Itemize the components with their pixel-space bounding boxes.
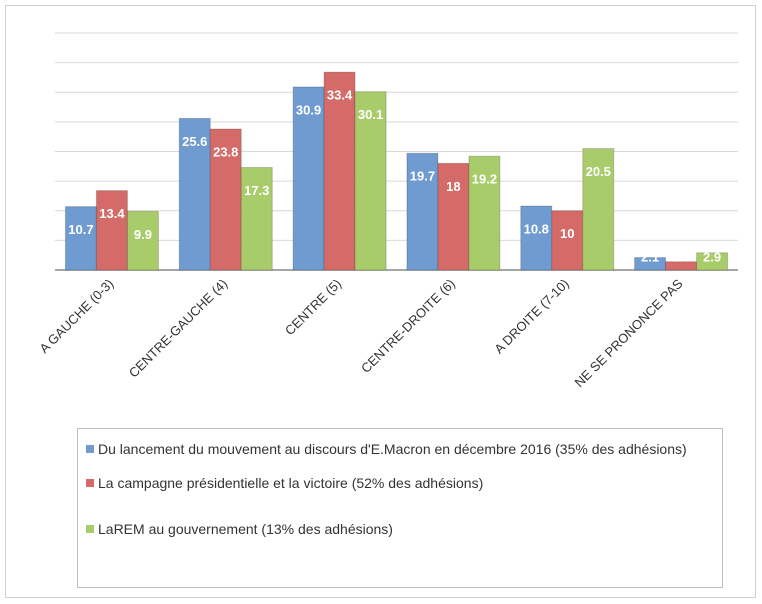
x-tick-label: CENTRE-GAUCHE (4) bbox=[126, 276, 231, 381]
legend-label: LaREM au gouvernement (13% des adhésions… bbox=[98, 521, 393, 537]
bar bbox=[551, 210, 584, 271]
bar bbox=[520, 205, 553, 271]
data-label: 1.4 bbox=[672, 249, 691, 264]
x-tick-label: CENTRE (5) bbox=[282, 276, 344, 338]
bar bbox=[354, 91, 387, 271]
bar bbox=[240, 166, 273, 271]
data-label: 10.8 bbox=[524, 221, 549, 236]
bar bbox=[468, 155, 501, 271]
legend-swatch bbox=[86, 479, 94, 487]
bar bbox=[582, 148, 615, 271]
data-label: 30.9 bbox=[296, 102, 321, 117]
bar bbox=[64, 206, 97, 271]
legend-item: La campagne présidentielle et la victoir… bbox=[86, 473, 714, 493]
data-label: 10.7 bbox=[68, 222, 93, 237]
data-label: 20.5 bbox=[586, 164, 611, 179]
data-label: 2.9 bbox=[703, 249, 721, 264]
data-label: 30.1 bbox=[358, 107, 383, 122]
data-label: 23.8 bbox=[213, 144, 238, 159]
legend: Du lancement du mouvement au discours d'… bbox=[77, 428, 723, 588]
bar bbox=[323, 71, 356, 271]
data-label: 18 bbox=[446, 179, 460, 194]
data-label: 13.4 bbox=[99, 206, 125, 221]
x-tick-label: CENTRE-DROITE (6) bbox=[358, 276, 458, 376]
legend-swatch bbox=[86, 525, 94, 533]
data-label: 2.1 bbox=[641, 249, 659, 264]
x-tick-label: A GAUCHE (0-3) bbox=[36, 276, 116, 356]
data-label: 25.6 bbox=[182, 134, 207, 149]
bar bbox=[292, 86, 325, 271]
data-label: 19.7 bbox=[410, 169, 435, 184]
chart-border bbox=[5, 5, 756, 598]
data-label: 19.2 bbox=[472, 172, 497, 187]
data-label: 10 bbox=[560, 226, 574, 241]
legend-swatch bbox=[86, 445, 94, 453]
x-tick-label: NE SE PRONONCE PAS bbox=[572, 276, 686, 390]
data-label: 33.4 bbox=[327, 88, 353, 103]
legend-item: LaREM au gouvernement (13% des adhésions… bbox=[86, 519, 714, 539]
bar bbox=[95, 190, 128, 271]
bar bbox=[126, 210, 159, 271]
legend-label: La campagne présidentielle et la victoir… bbox=[98, 475, 484, 491]
data-label: 17.3 bbox=[244, 183, 269, 198]
legend-label: Du lancement du mouvement au discours d'… bbox=[98, 441, 687, 457]
x-tick-label: A DROITE (7-10) bbox=[491, 276, 572, 357]
bar bbox=[437, 162, 470, 271]
legend-item: Du lancement du mouvement au discours d'… bbox=[86, 439, 714, 459]
bar bbox=[696, 252, 729, 271]
data-label: 9.9 bbox=[134, 227, 152, 242]
